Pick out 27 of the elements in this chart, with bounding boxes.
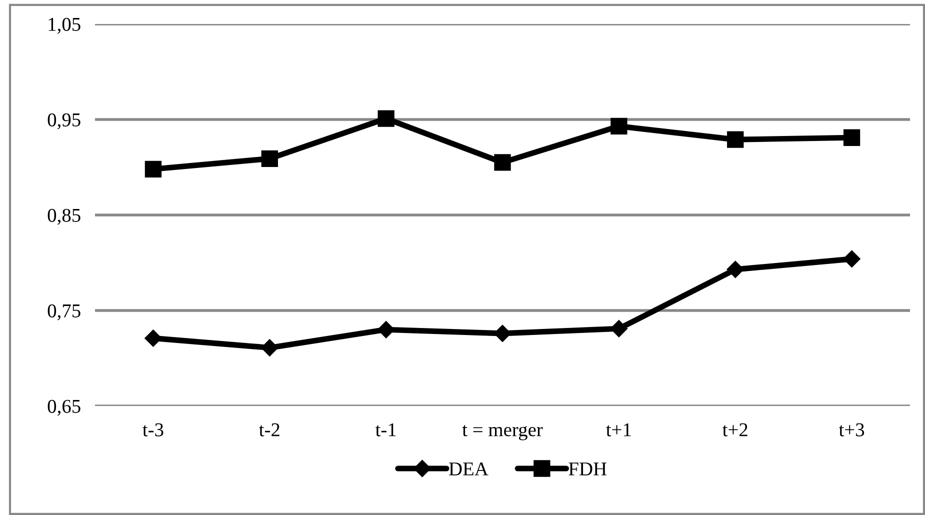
point: [843, 250, 860, 268]
point: [726, 260, 744, 278]
point: [843, 129, 860, 146]
y-tick-label: 0,85: [48, 208, 80, 225]
point: [378, 110, 394, 127]
point: [610, 320, 628, 338]
x-tick-label: t-3: [142, 423, 164, 436]
point: [610, 118, 628, 135]
legend-label: FDH: [568, 462, 606, 476]
y-tick-label: 0,65: [48, 400, 80, 416]
y-tick-label: 1,05: [48, 18, 80, 34]
x-tick-label: t-2: [259, 423, 280, 436]
point: [378, 321, 395, 338]
point: [144, 160, 162, 178]
y-tick-label: 0,75: [48, 304, 80, 320]
x-tick-label: t-1: [375, 423, 396, 436]
x-tick-label: t+1: [606, 423, 631, 436]
point: [494, 154, 511, 171]
point: [727, 131, 744, 148]
x-tick-label: t+2: [722, 423, 748, 436]
point: [144, 330, 162, 347]
y-tick-label: 0,95: [48, 113, 80, 130]
legend-label: DEA: [449, 462, 488, 476]
x-tick-label: t = merger: [462, 425, 543, 440]
point: [261, 339, 278, 356]
point: [261, 150, 278, 167]
x-tick-label: t+3: [838, 423, 864, 436]
